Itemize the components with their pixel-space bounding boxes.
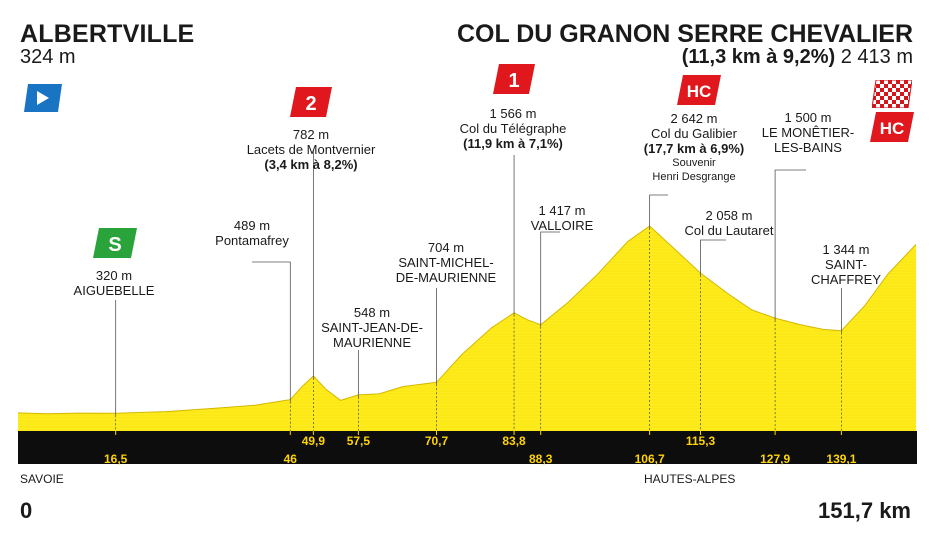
cat2-badge-text: 2 [305, 93, 316, 115]
start-altitude: 324 m [20, 46, 76, 68]
sprint-badge-text: S [108, 234, 121, 256]
distance-start: 0 [20, 498, 33, 523]
km-marker-label: 88,3 [529, 452, 553, 466]
km-marker-label: 83,8 [502, 434, 526, 448]
finish-subtitle: (11,3 km à 9,2%) 2 413 m [682, 46, 913, 69]
km-marker-label: 127,9 [760, 452, 791, 466]
cat1-badge-text: 1 [508, 70, 519, 92]
label-aiguebelle: 320 m AIGUEBELLE [73, 268, 155, 298]
sprint-badge-icon: S [93, 228, 137, 258]
km-band [18, 431, 917, 464]
distance-end: 151,7 km [818, 498, 911, 523]
label-galibier: 2 642 m Col du Galibier (17,7 km à 6,9%)… [643, 111, 745, 183]
label-saint-jean-de-maurienne: 548 m SAINT-JEAN-DE- MAURIENNE [321, 305, 423, 350]
hc-finish-badge-text: HC [880, 119, 905, 138]
km-marker-label: 16,5 [103, 452, 128, 466]
km-marker-label: 139,1 [826, 452, 857, 466]
label-telegraphe: 1 566 m Col du Télégraphe (11,9 km à 7,1… [459, 106, 567, 151]
leader-line [700, 239, 726, 276]
region-savoie: SAVOIE [20, 472, 64, 486]
leader-line [540, 231, 560, 327]
region-hautes-alpes: HAUTES-ALPES [644, 472, 736, 486]
hc-galibier-badge-text: HC [687, 82, 712, 101]
finish-climb: (11,3 km à 9,2%) [681, 46, 836, 68]
profile-outline [17, 225, 917, 415]
km-marker-label: 70,7 [424, 434, 449, 448]
km-marker-label: 57,5 [346, 434, 371, 448]
km-marker-label: 49,9 [301, 434, 326, 448]
leader-line [649, 194, 668, 228]
label-pontamafrey: 489 m Pontamafrey [215, 218, 289, 248]
km-marker-label: 46 [283, 452, 297, 466]
km-marker-label: 115,3 [685, 434, 716, 448]
finish-altitude: 2 413 m [840, 46, 913, 68]
label-saint-michel-de-maurienne: 704 m SAINT-MICHEL- DE-MAURIENNE [395, 240, 497, 285]
km-marker-label: 106,7 [634, 452, 665, 466]
finish-flag-icon [872, 80, 912, 108]
hc-finish-badge-icon: HC [870, 112, 914, 142]
finish-town: COL DU GRANON SERRE CHEVALIER [456, 20, 913, 48]
label-monetier: 1 500 m LE MONÊTIER- LES-BAINS [761, 110, 855, 155]
label-valloire: 1 417 m VALLOIRE [530, 203, 594, 233]
leader-line [252, 261, 291, 402]
hc-galibier-badge-icon: HC [677, 75, 721, 105]
leader-line [774, 169, 806, 321]
label-montvernier: 782 m Lacets de Montvernier (3,4 km à 8,… [246, 127, 376, 172]
start-town: ALBERTVILLE [20, 20, 195, 48]
start-flag-icon [24, 84, 62, 112]
label-saint-chaffrey: 1 344 m SAINT- CHAFFREY [810, 242, 882, 287]
cat2-badge-icon: 2 [290, 87, 332, 117]
label-lautaret: 2 058 m Col du Lautaret [684, 208, 774, 238]
cat1-badge-icon: 1 [493, 64, 535, 94]
